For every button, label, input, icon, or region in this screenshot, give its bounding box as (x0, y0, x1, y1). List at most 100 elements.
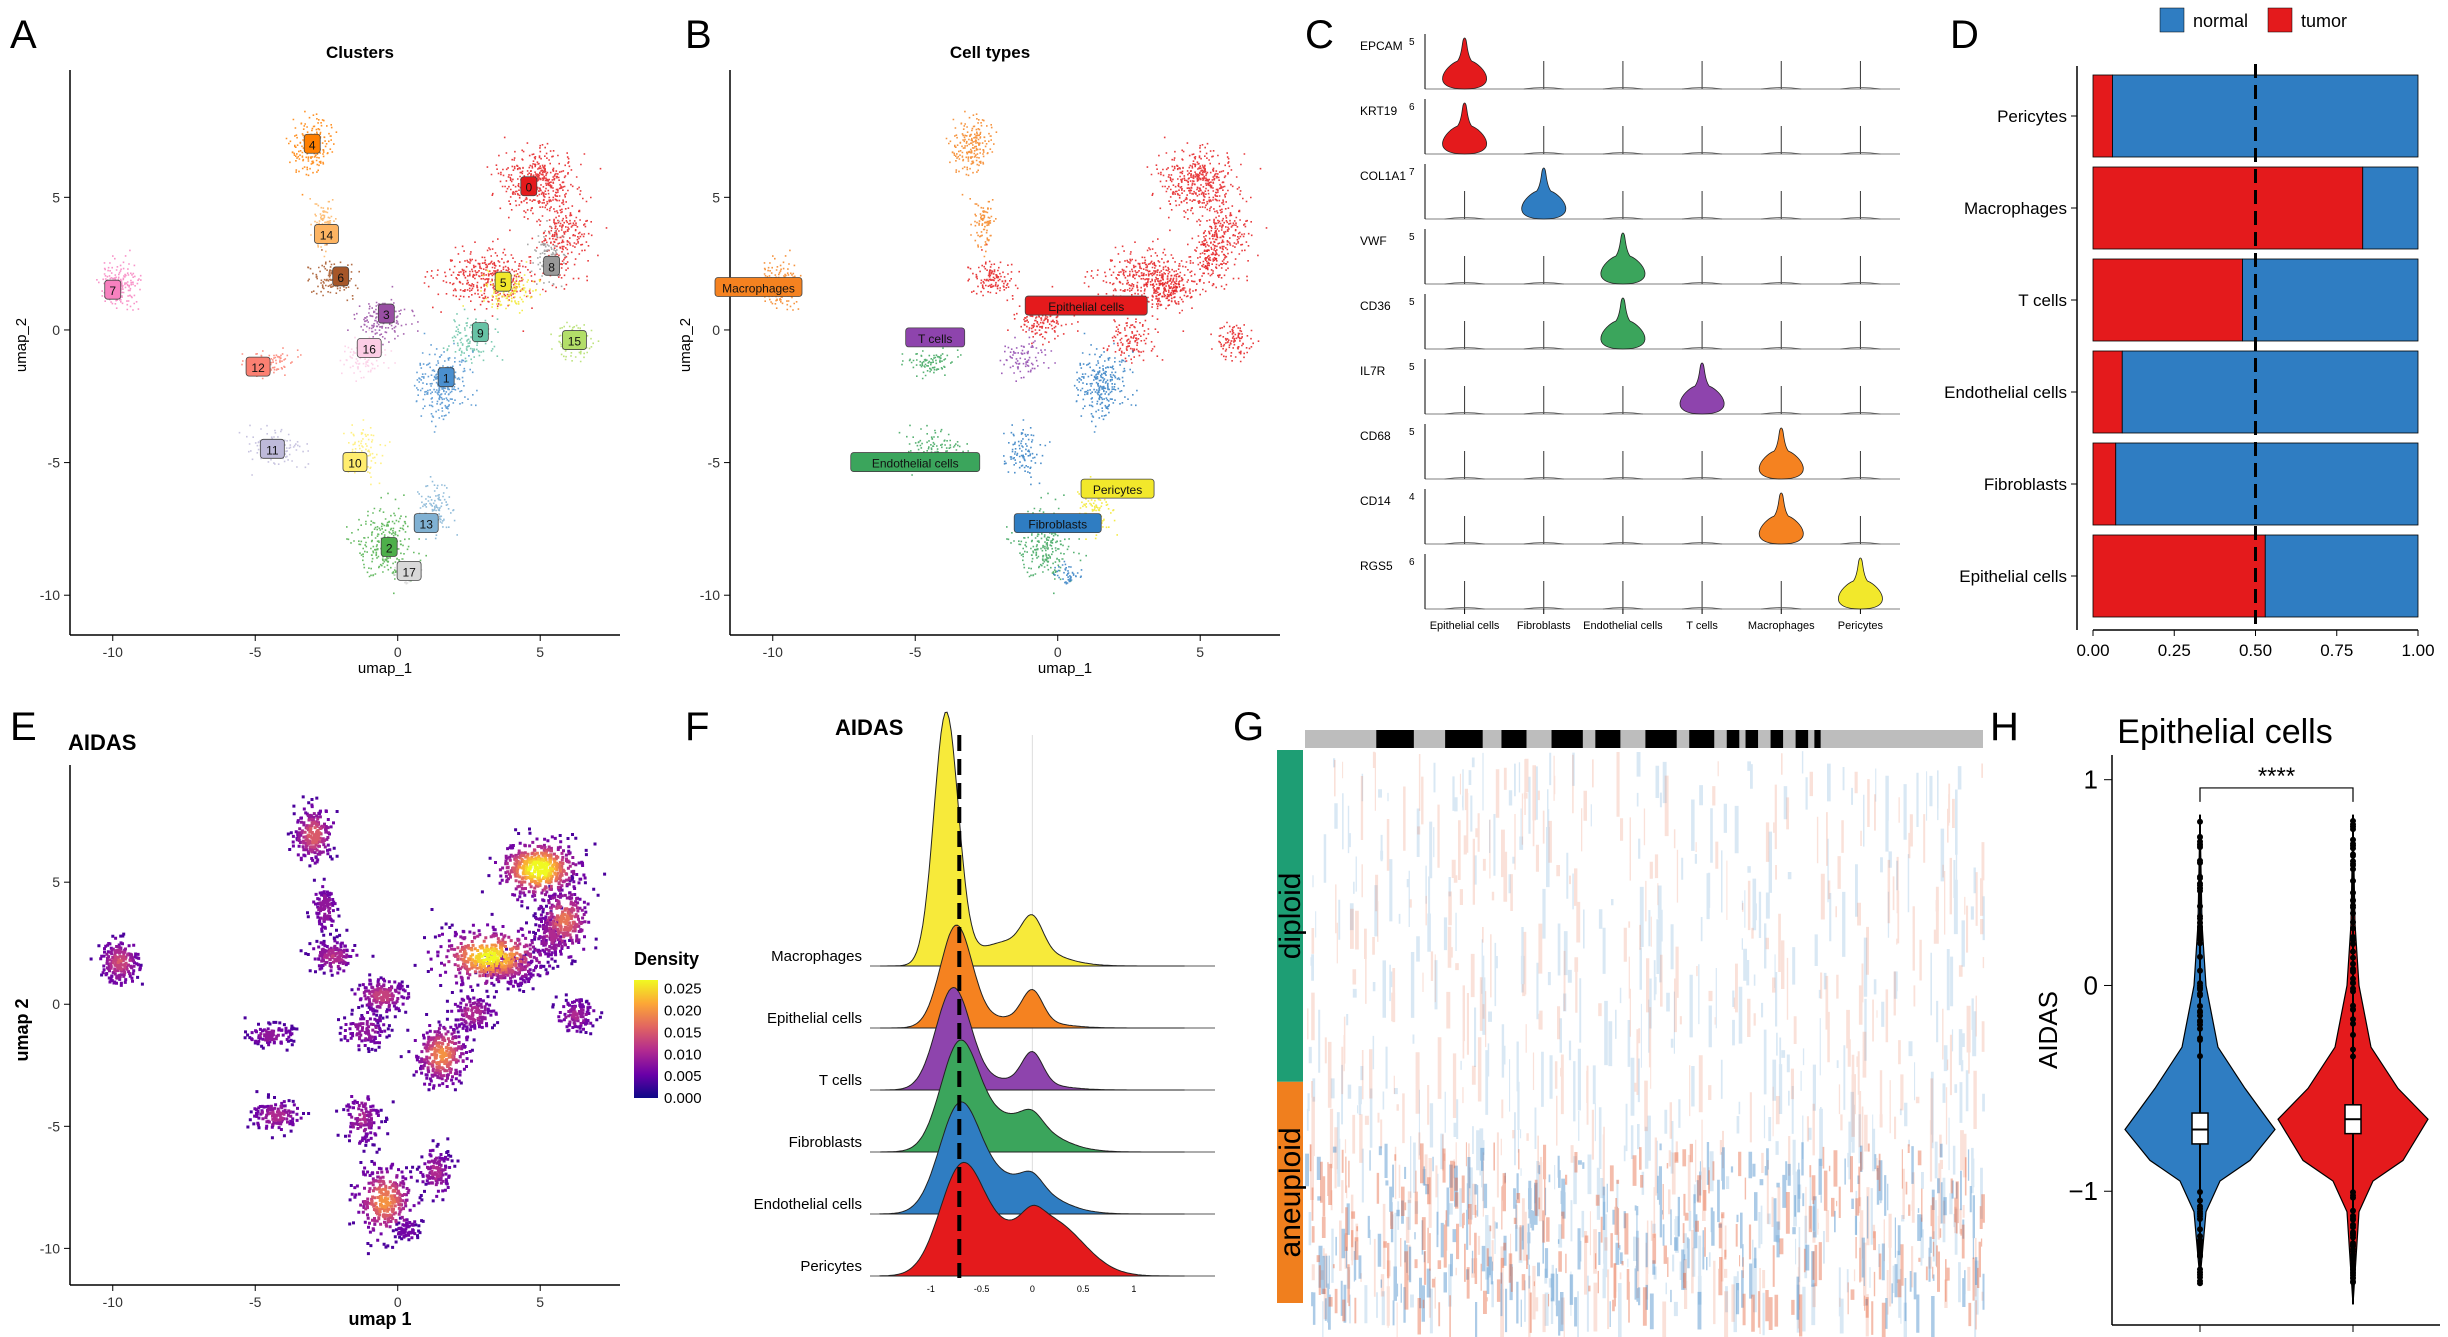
ridge-Pericytes (879, 1161, 1185, 1277)
violin-flat (1682, 87, 1723, 90)
x-tick-label: 1 (1131, 1284, 1136, 1294)
B-x-tick-label: 5 (1196, 644, 1204, 660)
panel-b-axes: -10 -5 0 5 -10 -5 0 5 (700, 70, 1280, 660)
legend-swatch-normal (2159, 7, 2185, 33)
violin-flat (1761, 87, 1802, 90)
panel-letter-c: C (1305, 13, 1334, 57)
colorbar-tick-label: 0.015 (664, 1024, 702, 1041)
chromosome-block (1551, 730, 1583, 748)
violin-flat (1840, 542, 1881, 545)
violin-shape (1758, 492, 1804, 545)
violin-flat (1761, 282, 1802, 285)
x-tick-label: 0.25 (2158, 641, 2191, 660)
panel-letter-g: G (1233, 705, 1264, 749)
celltype-label-box (1013, 513, 1102, 533)
cluster-label-12: 12 (251, 361, 265, 375)
x-tick-label: 0.00 (2076, 641, 2109, 660)
gene-label-EPCAM: EPCAM (1360, 39, 1403, 53)
panel-letter-d: D (1950, 13, 1979, 57)
violin-flat (1761, 607, 1802, 610)
celltype-label: Macrophages (722, 282, 795, 296)
heat-stripes-loss-strong (1305, 1142, 1985, 1337)
violin-flat (1523, 477, 1564, 480)
A-y-tick-label: 5 (52, 189, 60, 205)
panel-a-ylabel: umap_2 (13, 318, 30, 372)
chromosome-block (1726, 730, 1740, 748)
panel-e-colorbar: Density 0.025 0.020 0.015 0.010 0.005 0.000 (634, 949, 702, 1107)
density-points (116, 826, 575, 1219)
E-y-tick-label: -5 (48, 1118, 61, 1134)
cluster-label-box (259, 438, 285, 459)
bar-normal (2112, 74, 2419, 158)
outlier-points (2350, 818, 2356, 1286)
violin-shape (1679, 362, 1725, 415)
cluster-label-box (342, 452, 368, 472)
panel-e-density-umap: AIDAS -10 -5 0 5 -10 -5 0 5 umap 1 umap 2 Densi… (12, 730, 702, 1329)
cluster-label-2: 2 (386, 541, 393, 555)
violin-shape (1521, 167, 1567, 220)
violin-flat (1840, 347, 1881, 350)
panel-letter-h: H (1990, 705, 2019, 749)
celltype-label: Endothelial cells (872, 457, 959, 471)
category-label: Epithelial cells (1959, 567, 2067, 586)
category-label: Endothelial cells (1944, 383, 2067, 402)
bar-normal (2115, 442, 2419, 526)
B-cluster-points (969, 198, 997, 258)
B-cluster-points (1183, 197, 1268, 286)
cluster-label-box (314, 224, 339, 244)
cluster-label-6: 6 (337, 271, 344, 285)
violin-flat (1761, 347, 1802, 350)
violin-flat (1840, 217, 1881, 220)
cluster-label-0: 0 (525, 181, 532, 195)
violin-flat (1682, 607, 1723, 610)
violin-flat (1602, 217, 1643, 220)
bar-tumor (2092, 74, 2113, 158)
violin-flat (1444, 217, 1485, 220)
celltype-label: Pericytes (1093, 483, 1142, 497)
panel-f-ridgeline: AIDAS Macrophages Epithelial cells T cells… (754, 711, 1215, 1294)
B-cluster-points (1003, 419, 1051, 486)
A-x-tick-label: -5 (249, 644, 262, 660)
x-tick-label: aneuploid (2292, 1335, 2413, 1337)
B-y-tick-label: -5 (708, 455, 721, 471)
violin-flat (1523, 282, 1564, 285)
gene-label-COL1A1: COL1A1 (1360, 169, 1406, 183)
bar-tumor (2092, 534, 2266, 618)
category-label: Macrophages (1964, 199, 2067, 218)
x-tick-label: 0.50 (2239, 641, 2272, 660)
ridge-label: Endothelial cells (754, 1196, 862, 1213)
bar-normal (2121, 350, 2419, 434)
A-x-tick-label: 0 (394, 644, 402, 660)
cluster-label-box (413, 513, 439, 533)
colorbar-title: Density (634, 949, 699, 969)
violin-flat (1523, 412, 1564, 415)
row-group-label: diploid (1274, 873, 1307, 960)
gene-max-label: 5 (1409, 362, 1415, 373)
heat-stripes-gain-strong (1309, 1142, 1985, 1337)
legend-label-tumor: tumor (2301, 11, 2347, 31)
B-cluster-points (1210, 321, 1260, 363)
panel-d-stacked-bar: normal tumor Pericytes Macrophages T cells En… (1944, 7, 2435, 660)
gene-label-CD68: CD68 (1360, 429, 1391, 443)
cluster-label-box (332, 266, 350, 287)
y-tick-label: 1 (2084, 765, 2098, 795)
outlier-points (2197, 818, 2203, 1287)
cluster-label-box (543, 255, 561, 276)
bar-tumor (2092, 258, 2243, 342)
significance-bracket (2199, 787, 2354, 802)
violin-flat (1444, 607, 1485, 610)
row-group-bar (1277, 1081, 1303, 1303)
cluster-label-box (494, 271, 512, 292)
x-tick-label: 1.00 (2401, 641, 2434, 660)
colorbar-tick-label: 0.005 (664, 1068, 702, 1085)
celltype-label-box (1080, 478, 1155, 499)
bar-tumor (2092, 166, 2364, 250)
B-x-tick-label: -5 (909, 644, 922, 660)
chromosome-block (1814, 730, 1821, 748)
chromosome-block (1501, 730, 1527, 748)
violin-flat (1444, 477, 1485, 480)
violin-shape (1442, 102, 1488, 155)
cluster-label-10: 10 (348, 457, 362, 471)
x-tick-label: -1 (927, 1284, 935, 1294)
